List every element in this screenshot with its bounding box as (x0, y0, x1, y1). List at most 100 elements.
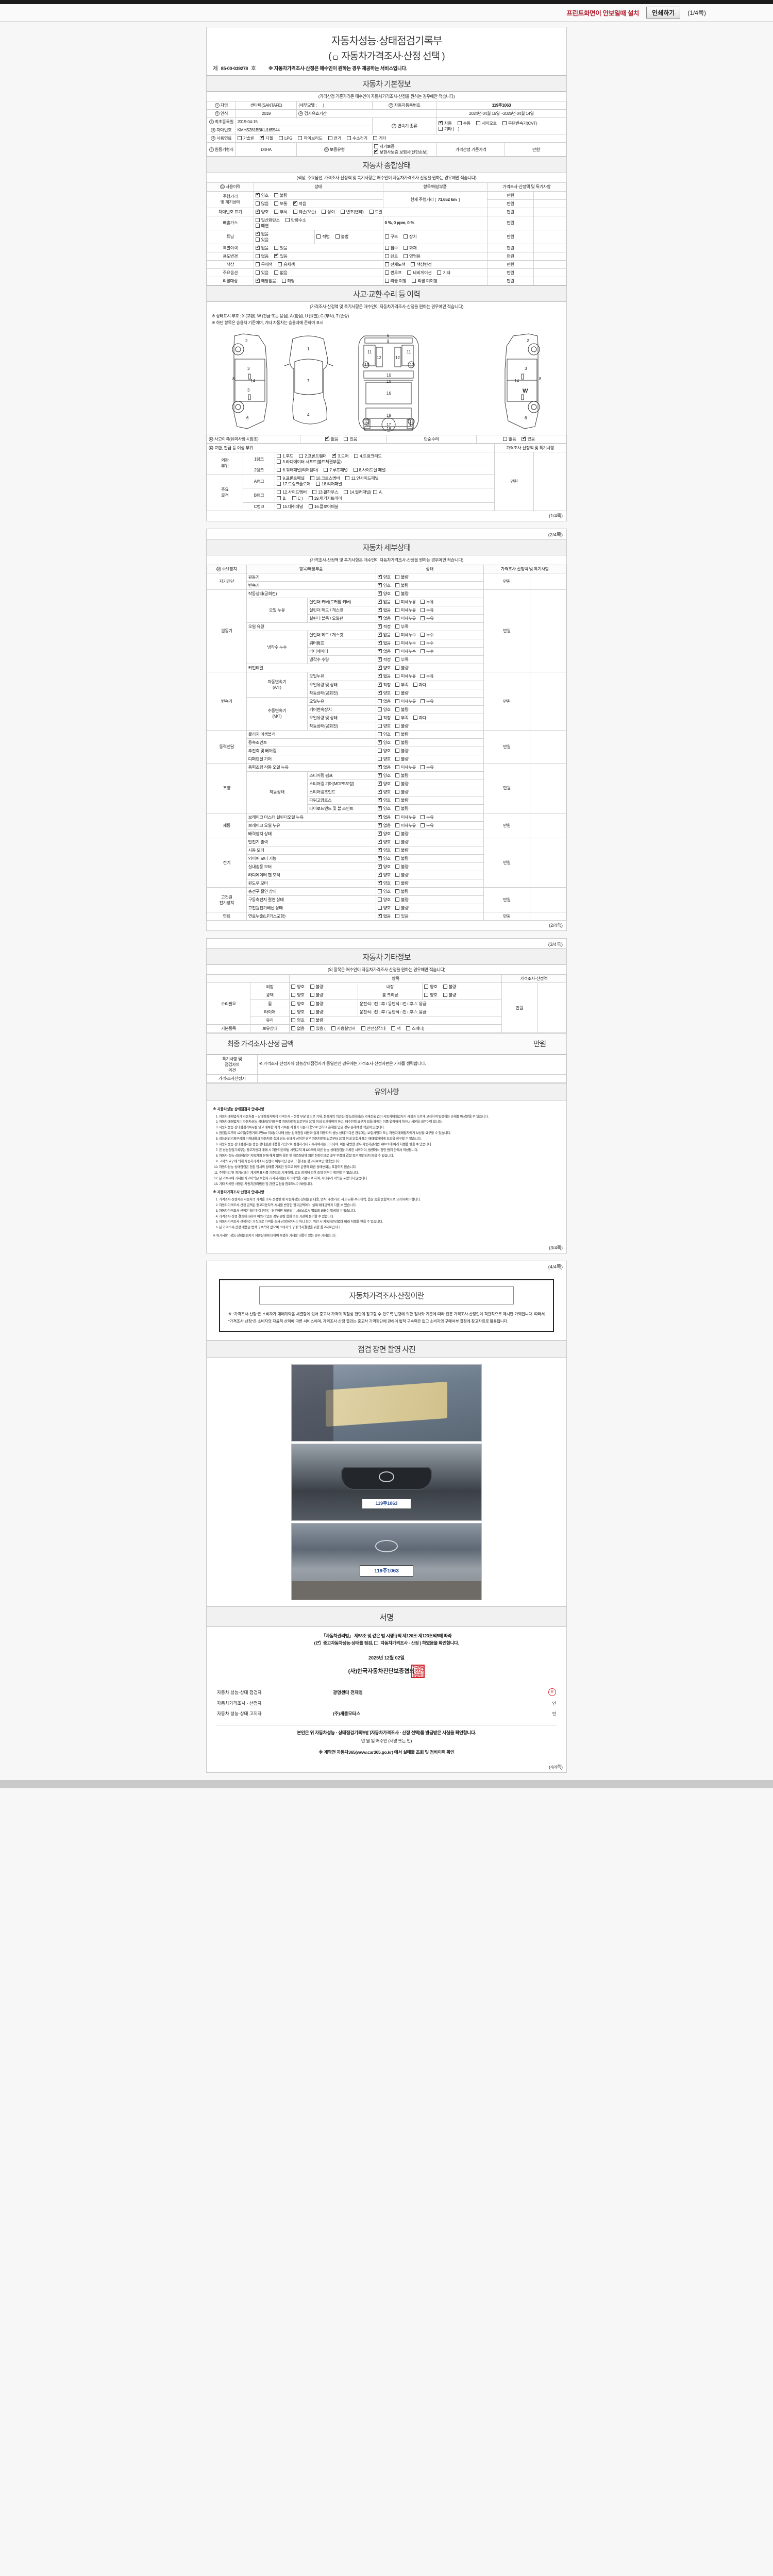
warranty-opt-insurer[interactable]: 보험사보증 보험사[신한손보] (374, 148, 428, 155)
detail-option[interactable]: 양호 (377, 573, 391, 580)
detail-option[interactable]: 미세누유 (395, 765, 416, 770)
detail-option[interactable]: 없음 (377, 764, 391, 770)
detail-option[interactable]: 불량 (395, 872, 409, 878)
detail-option[interactable]: 없음 (377, 631, 391, 638)
detail-option[interactable]: 양호 (377, 707, 391, 713)
detail-option[interactable]: 미세누유 (395, 607, 416, 613)
detail-option[interactable]: 불량 (395, 905, 409, 911)
etc-wheel-position[interactable]: 운전석 □전 □후 / 동반석 □전 □후 / □응급 (357, 999, 502, 1008)
detail-option[interactable]: 적정 (377, 715, 391, 721)
detail-option[interactable]: 적정 (377, 656, 391, 663)
detail-option[interactable]: 미세누유 (395, 673, 416, 679)
detail-option[interactable]: 불량 (395, 848, 409, 853)
detail-option[interactable]: 불량 (395, 732, 409, 737)
detail-option[interactable]: 양호 (377, 855, 391, 861)
detail-option[interactable]: 불량 (395, 831, 409, 837)
detail-option[interactable]: 불량 (395, 889, 409, 894)
price-surveyor-value[interactable] (257, 1074, 567, 1083)
detail-option[interactable]: 과다 (413, 715, 426, 721)
fuel-opt-hydrogen[interactable]: 수소전기 (346, 135, 367, 141)
detail-option[interactable]: 적정 (377, 623, 391, 630)
detail-option[interactable]: 양호 (377, 846, 391, 853)
detail-option[interactable]: 없음 (377, 814, 391, 820)
detail-option[interactable]: 불량 (395, 591, 409, 597)
detail-option[interactable]: 누수 (420, 632, 434, 638)
detail-option[interactable]: 불량 (395, 789, 409, 795)
detail-option[interactable]: 양호 (377, 897, 391, 903)
fuel-opt-other[interactable]: 기타 (373, 135, 386, 141)
detail-option[interactable]: 불량 (395, 740, 409, 745)
detail-option[interactable]: 불량 (395, 748, 409, 754)
detail-option[interactable]: 미세누유 (395, 823, 416, 828)
detail-option[interactable]: 누유 (420, 607, 434, 613)
price-survey-sign-checkbox[interactable] (374, 1641, 378, 1646)
detail-option[interactable]: 양호 (377, 805, 391, 811)
detail-option[interactable]: 없음 (377, 912, 391, 919)
detail-option[interactable]: 미세누수 (395, 640, 416, 646)
detail-option[interactable]: 양호 (377, 748, 391, 754)
detail-option[interactable]: 양호 (377, 732, 391, 737)
detail-option[interactable]: 누수 (420, 649, 434, 654)
detail-option[interactable]: 누유 (420, 765, 434, 770)
detail-option[interactable]: 부족 (395, 624, 409, 630)
detail-option[interactable]: 부족 (395, 715, 409, 721)
detail-option[interactable]: 없음 (377, 606, 391, 613)
fuel-opt-lpg[interactable]: LPG (278, 135, 293, 141)
detail-option[interactable]: 없음 (377, 615, 391, 621)
detail-option[interactable]: 불량 (395, 723, 409, 729)
detail-option[interactable]: 누수 (420, 640, 434, 646)
detail-option[interactable]: 미세누유 (395, 815, 416, 820)
detail-option[interactable]: 불량 (395, 574, 409, 580)
detail-option[interactable]: 양호 (377, 871, 391, 878)
detail-option[interactable]: 양호 (377, 889, 391, 894)
fuel-opt-hybrid[interactable]: 하이브리드 (298, 135, 323, 141)
performance-check-checkbox[interactable] (316, 1639, 321, 1646)
detail-option[interactable]: 미세누유 (395, 616, 416, 621)
detail-option[interactable]: 부족 (395, 657, 409, 663)
detail-option[interactable]: 양호 (377, 879, 391, 886)
detail-option[interactable]: 미세누수 (395, 632, 416, 638)
detail-option[interactable]: 양호 (377, 756, 391, 762)
detail-option[interactable]: 양호 (377, 788, 391, 795)
detail-option[interactable]: 없음 (377, 822, 391, 828)
detail-option[interactable]: 양호 (377, 590, 391, 597)
detail-option[interactable]: 없음 (377, 648, 391, 654)
detail-option[interactable]: 양호 (377, 830, 391, 837)
detail-option[interactable]: 불량 (395, 806, 409, 811)
detail-option[interactable]: 적정 (377, 681, 391, 688)
etc-tire-position[interactable]: 운전석 □전 □후 / 동반석 □전 □후 / □응급 (357, 1007, 502, 1016)
detail-option[interactable]: 누유 (420, 616, 434, 621)
detail-option[interactable]: 양호 (377, 905, 391, 911)
detail-option[interactable]: 없음 (377, 672, 391, 679)
detail-option[interactable]: 양호 (377, 723, 391, 729)
detail-option[interactable]: 없음 (377, 639, 391, 646)
detail-option[interactable]: 불량 (395, 897, 409, 903)
detail-option[interactable]: 누유 (420, 699, 434, 704)
fuel-opt-gasoline[interactable]: 가솔린 (237, 135, 255, 141)
detail-option[interactable]: 불량 (395, 880, 409, 886)
detail-option[interactable]: 과다 (413, 682, 426, 688)
detail-option[interactable]: 불량 (395, 583, 409, 588)
detail-option[interactable]: 미세누유 (395, 699, 416, 704)
trans-opt-cvt[interactable]: 무단변속기(CVT) (502, 121, 537, 126)
detail-option[interactable]: 미세누수 (395, 649, 416, 654)
detail-option[interactable]: 불량 (395, 781, 409, 787)
trans-opt-semiauto[interactable]: 세미오토 (476, 121, 497, 126)
detail-option[interactable]: 불량 (395, 690, 409, 696)
detail-option[interactable]: 있음 (395, 913, 409, 919)
fuel-opt-electric[interactable]: 전기 (328, 135, 341, 141)
detail-option[interactable]: 양호 (377, 772, 391, 778)
trans-opt-manual[interactable]: 수동 (457, 121, 470, 126)
detail-option[interactable]: 누유 (420, 673, 434, 679)
detail-option[interactable]: 누유 (420, 599, 434, 605)
detail-option[interactable]: 없음 (377, 699, 391, 704)
detail-option[interactable]: 불량 (395, 756, 409, 762)
detail-option[interactable]: 불량 (395, 856, 409, 861)
detail-option[interactable]: 양호 (377, 796, 391, 803)
detail-option[interactable]: 불량 (395, 839, 409, 845)
detail-option[interactable]: 양호 (377, 739, 391, 745)
detail-option[interactable]: 양호 (377, 582, 391, 588)
price-survey-checkbox[interactable] (333, 56, 338, 60)
fuel-opt-diesel[interactable]: 디젤 (260, 134, 273, 141)
detail-option[interactable]: 양호 (377, 664, 391, 671)
